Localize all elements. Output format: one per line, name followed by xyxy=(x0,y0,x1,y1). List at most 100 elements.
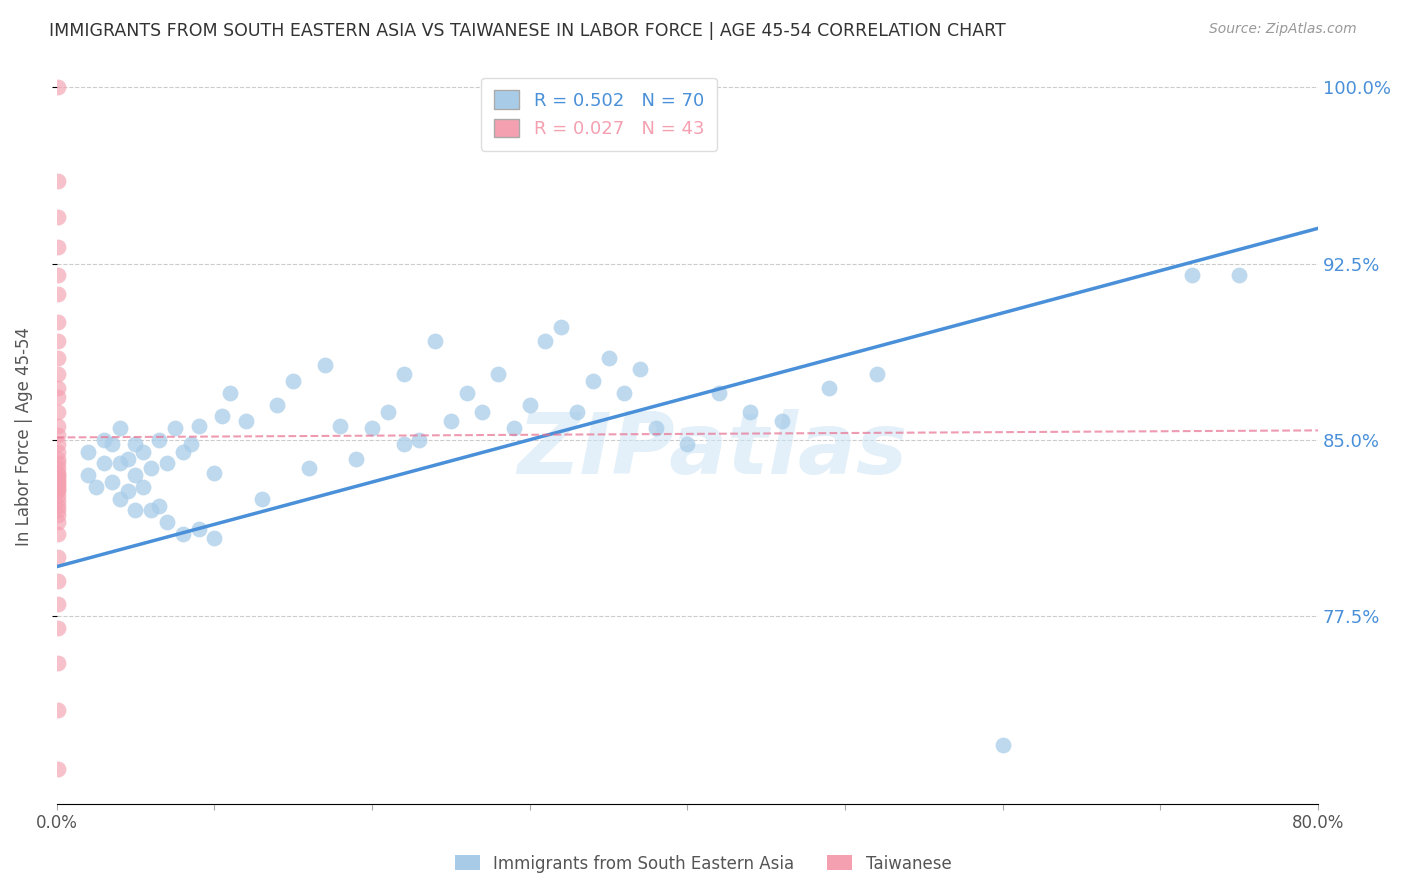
Point xyxy=(46,456,69,470)
Point xyxy=(211,409,233,424)
Point xyxy=(46,597,69,611)
Point xyxy=(46,494,69,508)
Point xyxy=(598,351,620,365)
Point xyxy=(676,437,699,451)
Point xyxy=(46,240,69,254)
Point xyxy=(1227,268,1250,283)
Point xyxy=(46,391,69,405)
Point xyxy=(202,532,225,546)
Point xyxy=(46,550,69,565)
Point xyxy=(77,468,100,483)
Point xyxy=(392,367,415,381)
Point xyxy=(46,477,69,491)
Point xyxy=(46,268,69,283)
Point xyxy=(219,385,242,400)
Point xyxy=(148,499,170,513)
Point xyxy=(93,433,115,447)
Legend: R = 0.502   N = 70, R = 0.027   N = 43: R = 0.502 N = 70, R = 0.027 N = 43 xyxy=(481,78,717,151)
Point xyxy=(124,468,146,483)
Point xyxy=(46,466,69,480)
Point xyxy=(108,456,131,470)
Point xyxy=(117,451,139,466)
Point xyxy=(132,480,155,494)
Point xyxy=(46,351,69,365)
Point xyxy=(156,515,179,529)
Point xyxy=(707,385,730,400)
Text: IMMIGRANTS FROM SOUTH EASTERN ASIA VS TAIWANESE IN LABOR FORCE | AGE 45-54 CORRE: IMMIGRANTS FROM SOUTH EASTERN ASIA VS TA… xyxy=(49,22,1005,40)
Point xyxy=(93,456,115,470)
Y-axis label: In Labor Force | Age 45-54: In Labor Force | Age 45-54 xyxy=(15,326,32,546)
Point xyxy=(377,404,399,418)
Point xyxy=(46,473,69,487)
Point xyxy=(818,381,841,395)
Point xyxy=(582,374,605,388)
Point xyxy=(440,414,463,428)
Point xyxy=(46,444,69,458)
Point xyxy=(519,398,541,412)
Point xyxy=(46,287,69,301)
Legend: Immigrants from South Eastern Asia, Taiwanese: Immigrants from South Eastern Asia, Taiw… xyxy=(449,848,957,880)
Point xyxy=(46,503,69,517)
Point xyxy=(141,461,163,475)
Point xyxy=(46,418,69,433)
Point xyxy=(344,451,367,466)
Point xyxy=(46,515,69,529)
Point xyxy=(644,421,666,435)
Point xyxy=(46,381,69,395)
Point xyxy=(565,404,588,418)
Point xyxy=(163,421,186,435)
Point xyxy=(46,428,69,442)
Point xyxy=(361,421,384,435)
Point xyxy=(108,491,131,506)
Point xyxy=(156,456,179,470)
Point xyxy=(46,437,69,451)
Point xyxy=(117,484,139,499)
Point xyxy=(84,480,107,494)
Point xyxy=(46,762,69,776)
Point xyxy=(101,437,124,451)
Point xyxy=(503,421,526,435)
Point xyxy=(108,421,131,435)
Text: Source: ZipAtlas.com: Source: ZipAtlas.com xyxy=(1209,22,1357,37)
Point xyxy=(991,738,1014,752)
Point xyxy=(266,398,288,412)
Point xyxy=(534,334,557,348)
Point xyxy=(46,80,69,95)
Point xyxy=(101,475,124,489)
Point xyxy=(132,444,155,458)
Point xyxy=(46,475,69,489)
Point xyxy=(314,358,336,372)
Point xyxy=(46,656,69,670)
Point xyxy=(46,508,69,522)
Point xyxy=(46,526,69,541)
Point xyxy=(180,437,202,451)
Point xyxy=(46,470,69,484)
Point xyxy=(141,503,163,517)
Point xyxy=(392,437,415,451)
Point xyxy=(250,491,273,506)
Point xyxy=(456,385,478,400)
Point xyxy=(46,174,69,188)
Point xyxy=(46,482,69,496)
Point xyxy=(172,526,194,541)
Point xyxy=(46,315,69,329)
Point xyxy=(46,468,69,483)
Point xyxy=(329,418,352,433)
Point xyxy=(46,621,69,635)
Point xyxy=(187,418,209,433)
Point xyxy=(148,433,170,447)
Point xyxy=(46,484,69,499)
Text: ZIPatlas: ZIPatlas xyxy=(517,409,908,492)
Point xyxy=(770,414,793,428)
Point xyxy=(281,374,304,388)
Point xyxy=(628,362,651,376)
Point xyxy=(77,444,100,458)
Point xyxy=(1181,268,1204,283)
Point xyxy=(172,444,194,458)
Point xyxy=(202,466,225,480)
Point xyxy=(423,334,446,348)
Point xyxy=(46,367,69,381)
Point xyxy=(187,522,209,536)
Point xyxy=(486,367,509,381)
Point xyxy=(235,414,257,428)
